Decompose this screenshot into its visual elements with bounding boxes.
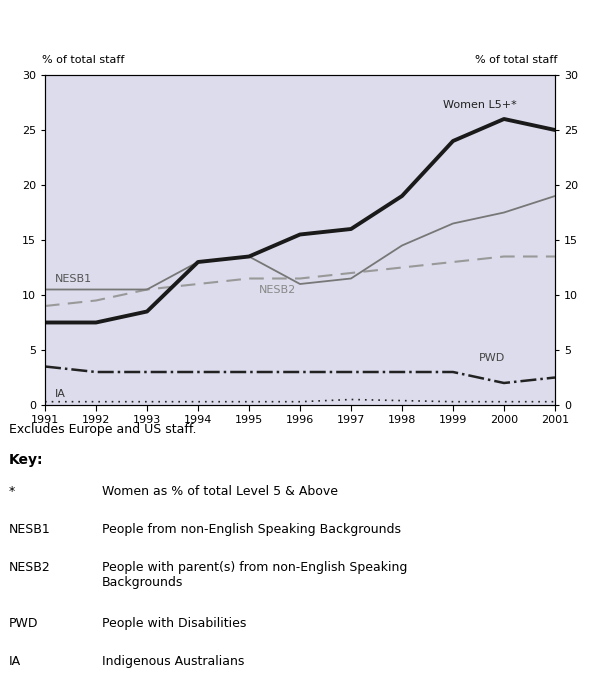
Text: Diversity Profile: 1991 to 2001: Diversity Profile: 1991 to 2001 [9,15,320,34]
Text: NESB1: NESB1 [55,274,92,284]
Text: NESB2: NESB2 [259,285,296,295]
Text: Key:: Key: [9,453,44,467]
Text: NESB2: NESB2 [9,561,51,574]
Text: IA: IA [55,389,66,399]
Text: People from non-English Speaking Backgrounds: People from non-English Speaking Backgro… [102,523,401,536]
Text: NESB1: NESB1 [9,523,51,536]
Text: Women as % of total Level 5 & Above: Women as % of total Level 5 & Above [102,485,338,498]
Text: % of total staff: % of total staff [475,55,557,65]
Text: Indigenous Australians: Indigenous Australians [102,655,244,668]
Text: PWD: PWD [478,353,505,363]
Text: % of total staff: % of total staff [43,55,125,65]
Text: IA: IA [9,655,21,668]
Text: As at 30 June: As at 30 June [9,46,92,59]
Text: Excludes Europe and US staff.: Excludes Europe and US staff. [9,423,197,436]
Text: *: * [9,485,15,498]
Text: People with parent(s) from non-English Speaking
Backgrounds: People with parent(s) from non-English S… [102,561,407,589]
Text: PWD: PWD [9,617,38,630]
Text: People with Disabilities: People with Disabilities [102,617,247,630]
Text: Women L5+*: Women L5+* [443,100,517,110]
